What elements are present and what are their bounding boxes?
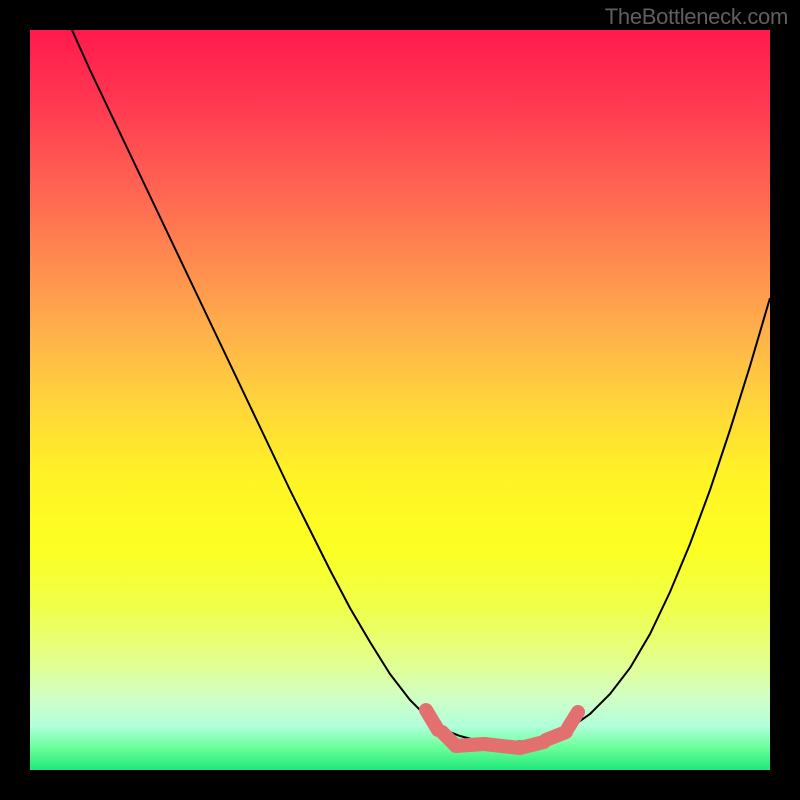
chart-svg xyxy=(30,30,770,770)
plot-area xyxy=(30,30,770,770)
watermark-text: TheBottleneck.com xyxy=(605,4,788,30)
gradient-background xyxy=(30,30,770,770)
chart-frame: TheBottleneck.com xyxy=(0,0,800,800)
